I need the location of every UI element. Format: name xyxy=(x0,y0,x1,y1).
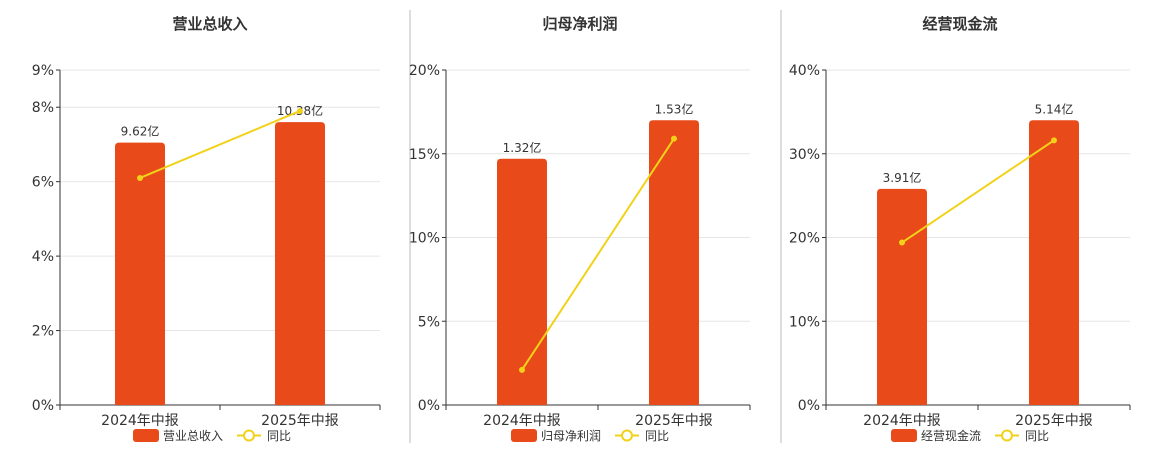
legend-line-marker xyxy=(243,429,255,442)
bar xyxy=(275,122,325,405)
y-tick-label: 10% xyxy=(409,231,440,247)
bar-value-label: 1.32亿 xyxy=(503,140,542,155)
chart-panel-2: 归母净利润 0% 5% 10% 15% 20% 1.32亿 1.53亿 2024年中报 2025年… xyxy=(409,15,751,443)
legend: 营业总收入 同比 xyxy=(133,429,291,443)
chart-panel-1: 营业总收入0%2%4%6%8%9%9.62亿10.38亿2024年中报2025年… xyxy=(32,15,381,443)
y-tick-label: 4% xyxy=(32,249,54,265)
y-tick-label: 5% xyxy=(418,314,440,330)
bar-value-label: 1.53亿 xyxy=(655,101,694,116)
x-tick-label: 2025年中报 xyxy=(261,413,339,429)
legend-line-label: 同比 xyxy=(1025,429,1049,443)
x-tick-label: 2024年中报 xyxy=(101,413,179,429)
legend-bar-swatch xyxy=(891,429,917,442)
bar-value-label: 5.14亿 xyxy=(1035,101,1074,116)
bar-value-label: 9.62亿 xyxy=(121,124,160,139)
legend-line-marker xyxy=(1001,429,1013,442)
legend: 归母净利润 同比 xyxy=(511,429,669,443)
y-tick-label: 0% xyxy=(32,398,54,414)
y-tick-label: 10% xyxy=(789,314,820,330)
y-tick-label: 20% xyxy=(409,63,440,79)
yoy-point xyxy=(297,107,303,114)
y-tick-label: 0% xyxy=(418,398,440,414)
chart-title: 经营现金流 xyxy=(922,15,997,33)
y-tick-label: 40% xyxy=(789,63,820,79)
x-tick-label: 2024年中报 xyxy=(863,413,941,429)
bar xyxy=(115,142,165,406)
y-tick-label: 15% xyxy=(409,147,440,163)
yoy-line xyxy=(139,110,301,179)
y-tick-label: 9% xyxy=(32,63,54,79)
yoy-line xyxy=(901,139,1055,244)
yoy-point xyxy=(1051,137,1057,144)
bar xyxy=(877,188,927,405)
bar-value-label: 3.91亿 xyxy=(883,170,922,185)
bar xyxy=(649,120,699,405)
bar xyxy=(497,158,547,405)
yoy-line xyxy=(521,138,675,371)
y-tick-label: 2% xyxy=(32,324,54,340)
x-tick-label: 2025年中报 xyxy=(1015,413,1093,429)
bar xyxy=(1029,120,1079,405)
chart-panel-3: 经营现金流 0% 10% 20% 30% 40% 3.91亿 5.14亿 2024年中报 2025… xyxy=(789,15,1131,443)
legend-line-label: 同比 xyxy=(645,429,669,443)
legend-bar-label: 营业总收入 xyxy=(163,429,223,443)
legend-line-label: 同比 xyxy=(267,429,291,443)
chart-title: 归母净利润 xyxy=(542,15,617,33)
legend-bar-label: 归母净利润 xyxy=(541,429,601,443)
y-tick-label: 6% xyxy=(32,175,54,191)
chart-title: 营业总收入 xyxy=(172,15,247,33)
legend-bar-swatch xyxy=(511,429,537,442)
yoy-point xyxy=(899,239,905,246)
yoy-point xyxy=(137,174,143,181)
yoy-point xyxy=(671,135,677,142)
x-tick-label: 2025年中报 xyxy=(635,413,713,429)
yoy-point xyxy=(519,366,525,373)
legend-bar-swatch xyxy=(133,429,159,442)
y-tick-label: 8% xyxy=(32,100,54,116)
legend-line-marker xyxy=(621,429,633,442)
y-tick-label: 0% xyxy=(798,398,820,414)
y-tick-label: 30% xyxy=(789,147,820,163)
y-tick-label: 20% xyxy=(789,231,820,247)
legend-bar-label: 经营现金流 xyxy=(921,428,981,443)
x-tick-label: 2024年中报 xyxy=(483,413,561,429)
legend: 经营现金流 同比 xyxy=(891,428,1049,443)
